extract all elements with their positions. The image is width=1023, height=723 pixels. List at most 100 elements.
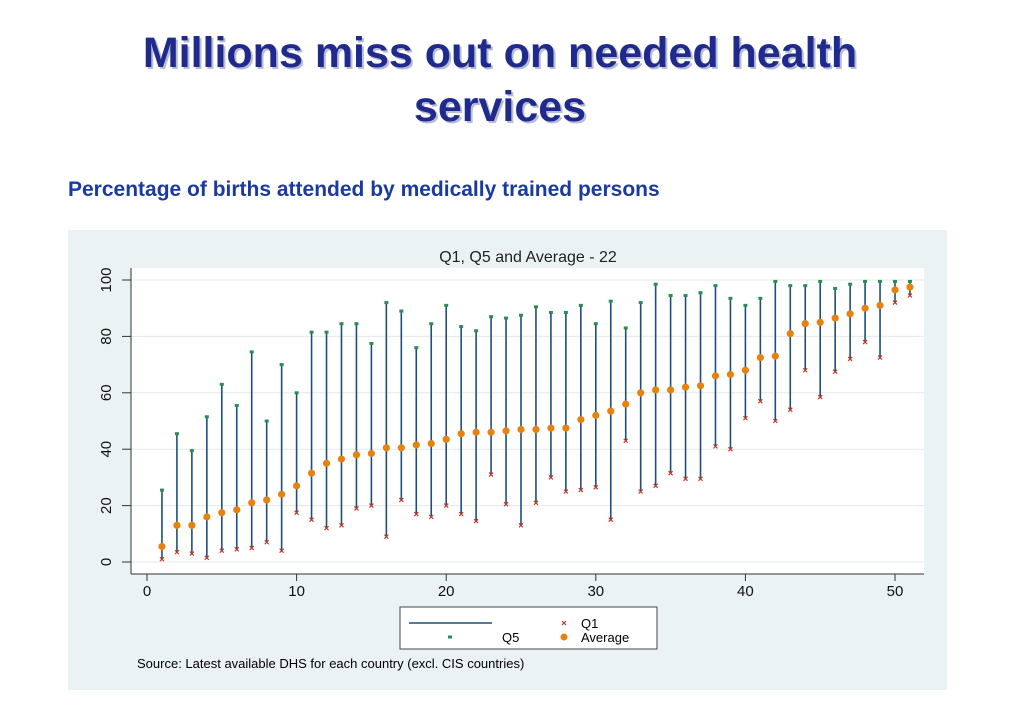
y-tick-label: 100	[98, 267, 115, 292]
q1-point-stroke	[204, 555, 210, 561]
q1-point-stroke	[294, 510, 300, 516]
q1-point	[219, 548, 225, 554]
q1-point-stroke	[473, 518, 479, 524]
q1-point-stroke	[488, 472, 494, 478]
average-point	[397, 444, 405, 452]
average-point	[382, 444, 390, 452]
q5-point	[773, 279, 778, 283]
average-point	[816, 318, 824, 326]
average-point	[248, 499, 256, 507]
q1-point	[413, 511, 419, 517]
q1-point-stroke	[398, 497, 404, 503]
q5-point	[234, 403, 239, 407]
q1-point-stroke	[354, 505, 359, 511]
q5-point	[204, 415, 209, 419]
average-point	[592, 411, 600, 419]
legend: Q1 Q5 Average	[399, 606, 658, 650]
q1-point	[533, 500, 539, 506]
q1-point-stroke	[757, 398, 763, 404]
q5-point	[159, 488, 164, 492]
average-point	[637, 389, 645, 397]
q1-point-stroke	[593, 484, 599, 490]
x-tick-label: 30	[587, 583, 604, 600]
q5-point	[459, 325, 464, 329]
x-tick-label: 40	[737, 583, 754, 600]
q1-point-stroke	[742, 415, 748, 421]
q1-point	[383, 534, 389, 540]
q1-point-stroke	[189, 551, 195, 556]
q1-point-stroke	[713, 443, 718, 449]
q5-point	[833, 286, 838, 290]
q5-point	[279, 363, 284, 367]
average-point	[412, 441, 420, 449]
q5-point	[354, 322, 359, 326]
q1-point-stroke	[428, 514, 434, 520]
average-point	[786, 329, 794, 338]
q5-point	[309, 330, 314, 334]
average-point	[322, 459, 331, 467]
q5-point	[893, 279, 897, 283]
q1-point	[817, 394, 823, 400]
average-point	[562, 424, 570, 432]
q1-point-stroke	[533, 500, 539, 506]
q5-point	[489, 315, 494, 319]
q1-point-stroke	[578, 487, 584, 493]
q1-point-stroke	[548, 474, 554, 480]
q1-point-stroke	[907, 293, 913, 298]
average-point	[756, 353, 764, 362]
q1-point-stroke	[368, 503, 374, 509]
average-point	[801, 320, 809, 328]
q1-point	[309, 517, 314, 523]
q1-point	[189, 551, 195, 556]
legend-q1-stroke	[561, 620, 567, 626]
y-tick-label: 0	[98, 558, 115, 566]
q1-point-stroke	[862, 339, 868, 345]
q1-point-stroke	[443, 503, 449, 509]
q1-point-stroke	[623, 438, 629, 444]
legend-box	[399, 606, 658, 650]
y-tick-label: 60	[98, 384, 115, 401]
q1-point	[249, 545, 255, 551]
average-point	[472, 428, 480, 436]
q1-point	[862, 339, 868, 345]
legend-average-label: Average	[581, 630, 629, 645]
q1-point-stroke	[219, 548, 225, 554]
q1-point	[653, 483, 659, 489]
slide-subtitle: Percentage of births attended by medical…	[68, 178, 660, 201]
q1-point-stroke	[264, 539, 270, 545]
q1-point-stroke	[698, 476, 703, 482]
q5-point	[653, 282, 658, 286]
average-point	[293, 482, 301, 490]
average-point	[367, 449, 375, 458]
q5-point	[369, 341, 374, 345]
average-point	[188, 521, 196, 529]
average-point	[427, 439, 435, 448]
q1-point-stroke	[772, 418, 778, 424]
y-tick-label: 40	[98, 441, 115, 458]
plot-area	[131, 268, 924, 574]
q1-point	[234, 546, 240, 552]
q1-point	[398, 497, 404, 503]
axes: 0 20 40 60 80 100 0 10 20 30 40 50	[98, 267, 924, 600]
q5-point	[339, 322, 344, 326]
q1-point	[204, 555, 210, 561]
q1-point-stroke	[802, 367, 808, 373]
average-point	[577, 415, 585, 424]
slide-title: Millions miss out on needed health servi…	[0, 26, 1000, 134]
y-tick-label: 80	[98, 328, 115, 345]
average-point	[861, 304, 869, 312]
average-point	[532, 425, 540, 434]
q1-point	[623, 438, 629, 444]
q5-point	[578, 303, 583, 307]
q5-point	[728, 296, 733, 300]
grid	[131, 279, 924, 563]
slide-title-line1: Millions miss out on needed health	[142, 29, 858, 77]
average-point	[831, 314, 839, 322]
x-tick-label: 50	[887, 583, 904, 600]
q5-point	[623, 326, 628, 330]
q5-point	[818, 279, 823, 283]
average-point	[711, 372, 720, 380]
q1-point-stroke	[249, 545, 255, 551]
x-tick-label: 20	[438, 583, 455, 600]
q1-point	[339, 522, 344, 528]
